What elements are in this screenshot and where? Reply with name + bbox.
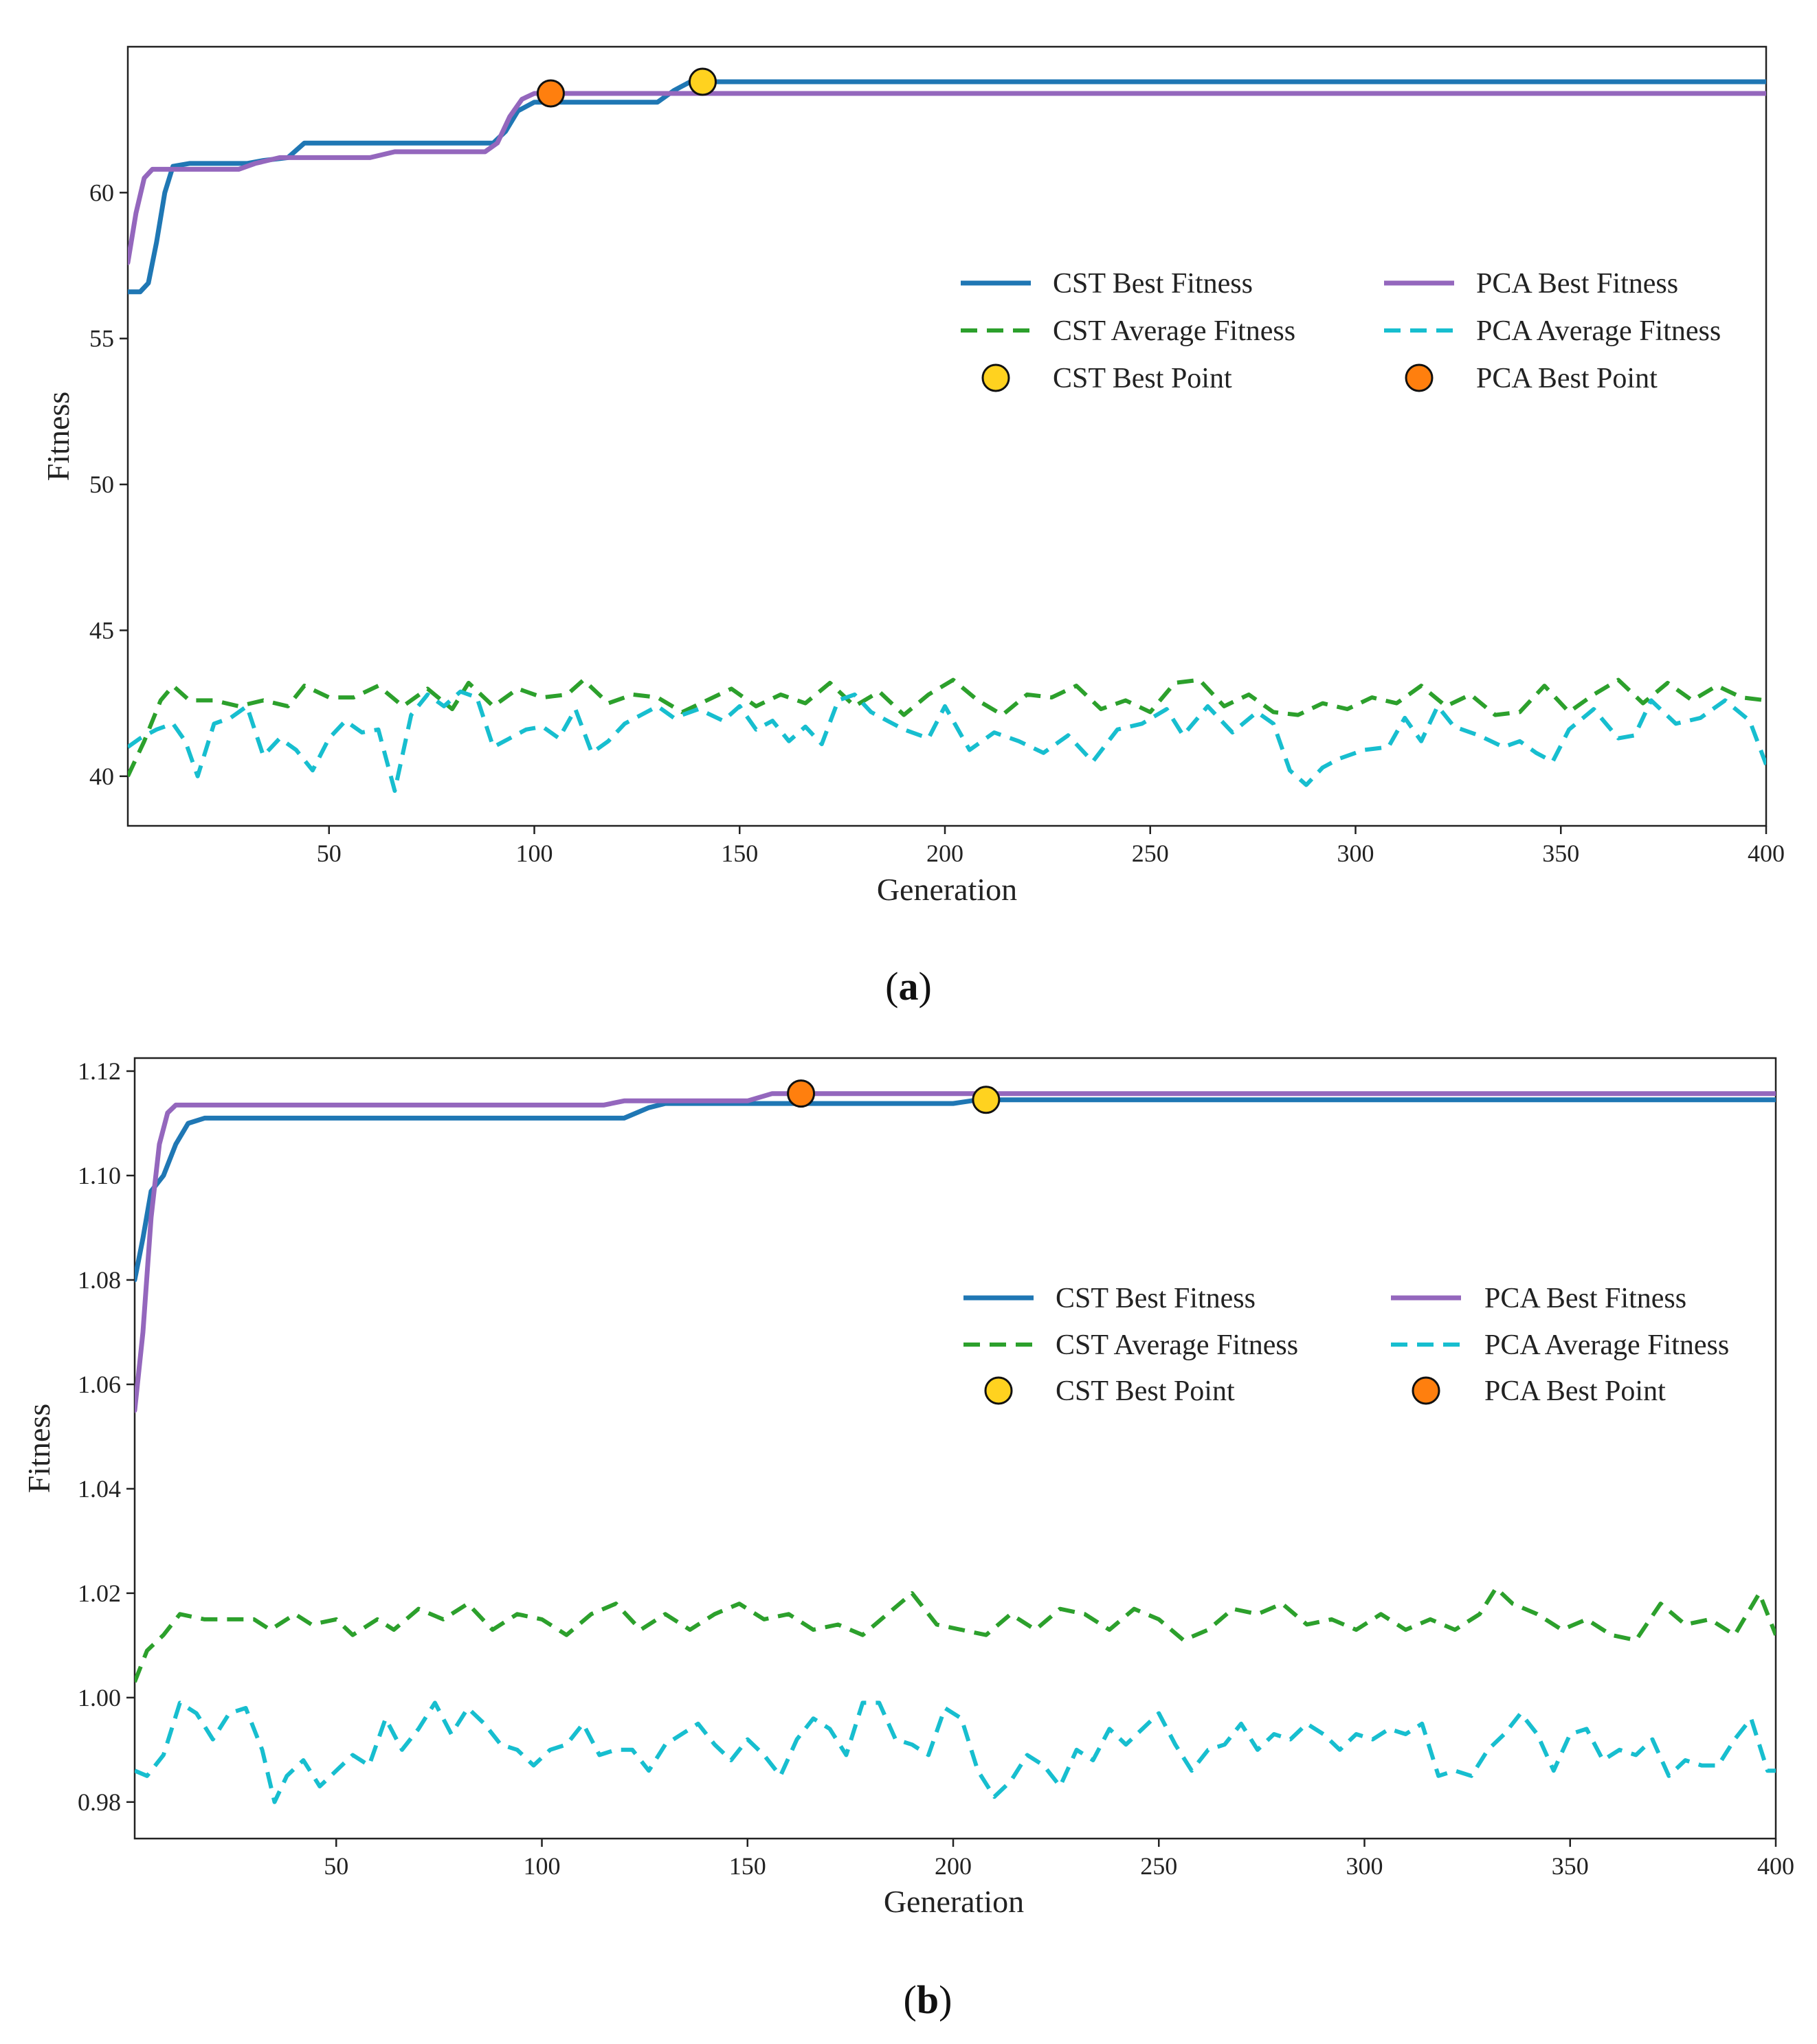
panel-caption-a: (a): [885, 964, 932, 1009]
x-tick-label: 50: [324, 1852, 348, 1880]
panel-b: 50 100 150 200 250 300 350 400 0.98 1.00 1.02 1.04…: [21, 1057, 1794, 2022]
y-tick-label: 1.12: [78, 1057, 121, 1085]
y-tick-label: 1.00: [78, 1684, 121, 1711]
plot-area-frame: [133, 1057, 1777, 1840]
y-tick-label: 1.08: [78, 1266, 121, 1294]
x-axis-ticks: 50 100 150 200 250 300 350 400: [317, 826, 1785, 867]
x-tick-label: 400: [1748, 840, 1785, 867]
x-tick-label: 200: [926, 840, 963, 867]
legend-label-pca-average-fitness: PCA Average Fitness: [1484, 1329, 1729, 1361]
cst-average-fitness-line: [135, 1586, 1776, 1683]
series-layer: [135, 1079, 1776, 1804]
y-tick-label: 1.10: [78, 1162, 121, 1189]
series-lines: [128, 79, 1766, 793]
legend-label-cst-average-fitness: CST Average Fitness: [1056, 1329, 1298, 1361]
legend-marker-pca-best-point: [1405, 363, 1434, 392]
y-tick-label: 1.06: [78, 1371, 121, 1398]
series-layer: [128, 67, 1766, 793]
x-tick-label: 350: [1552, 1852, 1589, 1880]
legend: CST Best Fitness PCA Best Fitness CST Av…: [963, 1283, 1729, 1407]
y-axis-ticks: 0.98 1.00 1.02 1.04 1.06 1.08 1.10 1.12: [78, 1057, 135, 1816]
legend-marker-pca-best-point: [1412, 1376, 1440, 1405]
series-lines: [135, 1091, 1776, 1804]
legend-label-cst-best-fitness: CST Best Fitness: [1056, 1283, 1256, 1314]
y-tick-label: 1.02: [78, 1580, 121, 1607]
legend-label-cst-best-point: CST Best Point: [1053, 363, 1232, 394]
x-tick-label: 250: [1140, 1852, 1177, 1880]
y-tick-label: 1.04: [78, 1475, 121, 1503]
cst-average-fitness-line: [128, 677, 1766, 778]
x-tick-label: 100: [516, 840, 553, 867]
y-axis-title: Fitness: [21, 1404, 56, 1493]
y-tick-label: 0.98: [78, 1788, 121, 1816]
y-tick-label: 45: [89, 616, 114, 644]
pca-average-fitness-line: [128, 689, 1766, 793]
x-tick-label: 150: [729, 1852, 766, 1880]
x-tick-label: 300: [1346, 1852, 1383, 1880]
x-tick-label: 50: [317, 840, 342, 867]
panel-a: 50 100 150 200 250 300 350 400 40 45 50 55 60 Gener…: [41, 45, 1785, 1009]
x-tick-label: 400: [1757, 1852, 1794, 1880]
legend-label-pca-best-point: PCA Best Point: [1476, 363, 1658, 394]
y-axis-title: Fitness: [41, 392, 76, 481]
legend-label-cst-average-fitness: CST Average Fitness: [1053, 315, 1295, 347]
legend-label-pca-average-fitness: PCA Average Fitness: [1476, 315, 1721, 347]
x-tick-label: 150: [721, 840, 758, 867]
x-axis-title: Generation: [884, 1884, 1024, 1919]
plot-area-frame: [126, 45, 1768, 827]
pca-best-fitness-line: [135, 1091, 1776, 1413]
legend-marker-cst-best-point: [984, 1376, 1013, 1405]
legend-label-pca-best-fitness: PCA Best Fitness: [1484, 1283, 1686, 1314]
cst-best-fitness-line: [135, 1097, 1776, 1283]
y-tick-label: 50: [89, 471, 114, 498]
y-tick-label: 40: [89, 763, 114, 790]
x-tick-label: 250: [1132, 840, 1169, 867]
x-axis-ticks: 50 100 150 200 250 300 350 400: [324, 1839, 1794, 1880]
x-tick-label: 350: [1542, 840, 1579, 867]
panel-caption-b: (b): [904, 1977, 952, 2022]
legend-label-cst-best-fitness: CST Best Fitness: [1053, 268, 1253, 300]
pca-best-point-marker: [787, 1079, 816, 1108]
y-tick-label: 60: [89, 179, 114, 206]
x-tick-label: 300: [1337, 840, 1374, 867]
cst-best-point-marker: [972, 1086, 1001, 1114]
cst-best-point-marker: [688, 67, 717, 96]
x-tick-label: 200: [935, 1852, 972, 1880]
legend-label-pca-best-fitness: PCA Best Fitness: [1476, 268, 1678, 300]
y-tick-label: 55: [89, 325, 114, 352]
pca-best-fitness-line: [128, 91, 1766, 265]
legend-marker-cst-best-point: [981, 363, 1010, 392]
pca-average-fitness-line: [135, 1700, 1776, 1804]
legend-label-cst-best-point: CST Best Point: [1056, 1375, 1235, 1407]
y-axis-ticks: 40 45 50 55 60: [89, 179, 128, 790]
x-tick-label: 100: [524, 1852, 561, 1880]
pca-best-point-marker: [536, 79, 565, 108]
legend-label-pca-best-point: PCA Best Point: [1484, 1375, 1666, 1407]
legend: CST Best Fitness PCA Best Fitness CST Av…: [961, 268, 1721, 394]
x-axis-title: Generation: [877, 872, 1017, 907]
